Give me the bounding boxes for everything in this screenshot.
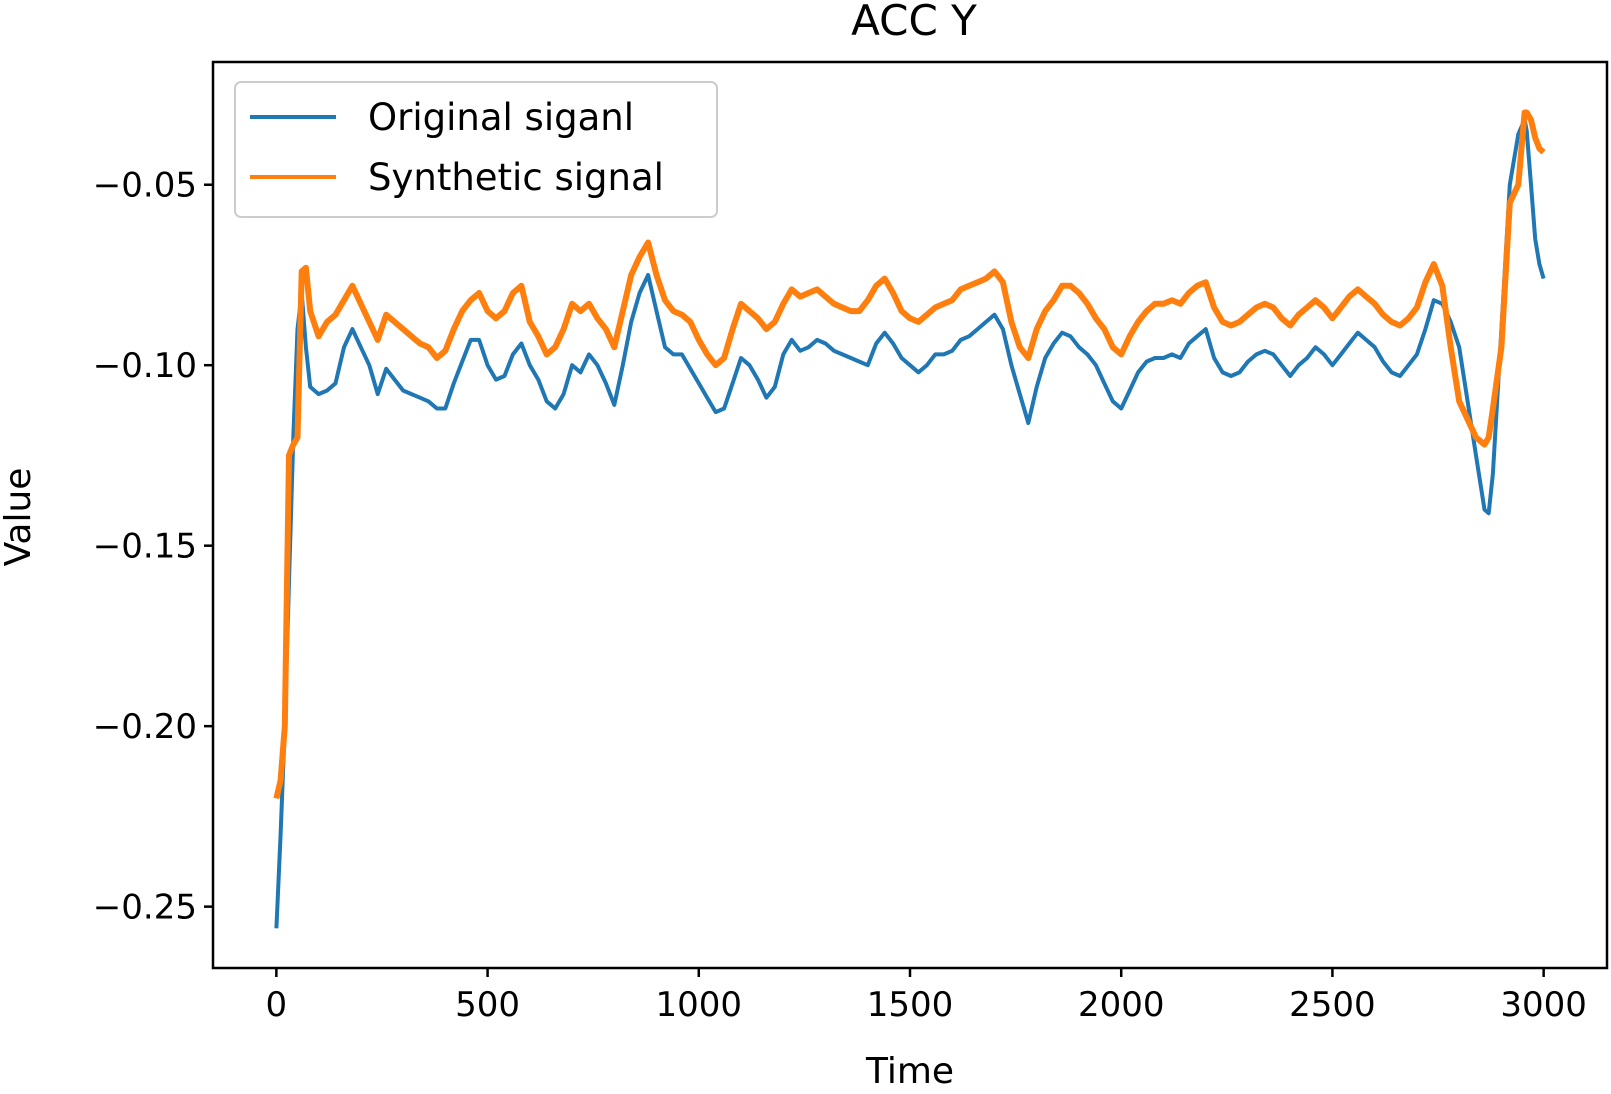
legend-label-original: Original siganl	[368, 96, 634, 139]
y-tick-label: −0.05	[93, 166, 197, 206]
chart-title: ACC Y	[851, 0, 977, 45]
x-tick-label: 2000	[1078, 985, 1165, 1025]
y-axis: −0.25 −0.20 −0.15 −0.10 −0.05	[93, 166, 213, 928]
x-tick-label: 0	[266, 985, 288, 1025]
legend-label-synthetic: Synthetic signal	[368, 156, 664, 199]
x-tick-label: 1500	[867, 985, 954, 1025]
y-tick-label: −0.20	[93, 707, 197, 747]
y-tick-label: −0.15	[93, 527, 197, 567]
legend-box	[234, 81, 718, 218]
x-tick-label: 500	[455, 985, 520, 1025]
y-tick-label: −0.25	[93, 888, 197, 928]
y-axis-title: Value	[0, 468, 39, 567]
x-tick-label: 3000	[1500, 985, 1587, 1025]
series-line-original	[274, 117, 1546, 929]
y-tick-label: −0.10	[93, 346, 197, 386]
legend: Original siganl Synthetic signal	[234, 81, 718, 218]
series-line-synthetic	[273, 109, 1546, 800]
x-axis: 0 500 1000 1500 2000 2500 3000	[266, 968, 1587, 1025]
x-tick-label: 1000	[656, 985, 743, 1025]
x-axis-title: Time	[865, 1051, 954, 1092]
x-tick-label: 2500	[1289, 985, 1376, 1025]
series-layer	[273, 109, 1546, 929]
